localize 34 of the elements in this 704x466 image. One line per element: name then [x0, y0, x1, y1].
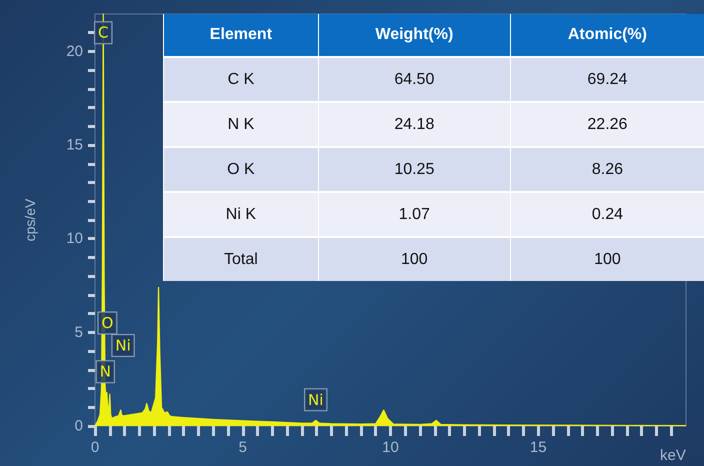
annotation: Ni	[115, 336, 131, 354]
x-tick-label: 10	[382, 439, 399, 456]
category-label: C K	[228, 70, 254, 88]
category-label: O K	[227, 160, 255, 178]
y-axis-title: cps/eV	[22, 198, 38, 242]
category-label: Atomic(%)	[510, 14, 704, 57]
category-label: Ni K	[226, 206, 256, 222]
y-tick-label: 5	[74, 324, 83, 341]
annotation: O	[102, 314, 114, 332]
text: 8.26	[592, 160, 623, 178]
y-tick-label: 0	[74, 418, 83, 434]
text: Element	[164, 14, 318, 57]
annotation: N	[100, 362, 111, 381]
x-tick-label: 15	[530, 439, 547, 456]
text: 100	[594, 250, 621, 268]
category-label: Total	[224, 250, 258, 268]
x-tick-label: 5	[238, 439, 247, 456]
category-label: Weight(%)	[318, 14, 510, 57]
text: 10.25	[394, 160, 434, 178]
text: 1.07	[398, 206, 430, 222]
y-tick-label: 20	[66, 42, 83, 60]
x-axis-title: keV	[660, 447, 686, 464]
text: 0.24	[592, 206, 623, 222]
y-tick-label: 10	[66, 230, 83, 248]
text: 69.24	[587, 70, 628, 88]
text: 100	[400, 250, 428, 268]
y-tick-label: 15	[66, 136, 83, 154]
annotation: Ni	[308, 390, 324, 409]
annotation: C	[98, 24, 109, 42]
x-tick-label: 0	[90, 439, 100, 456]
text: 22.26	[587, 116, 628, 132]
text: 64.50	[394, 70, 434, 88]
text: 24.18	[394, 116, 434, 132]
category-label: N K	[228, 116, 254, 132]
